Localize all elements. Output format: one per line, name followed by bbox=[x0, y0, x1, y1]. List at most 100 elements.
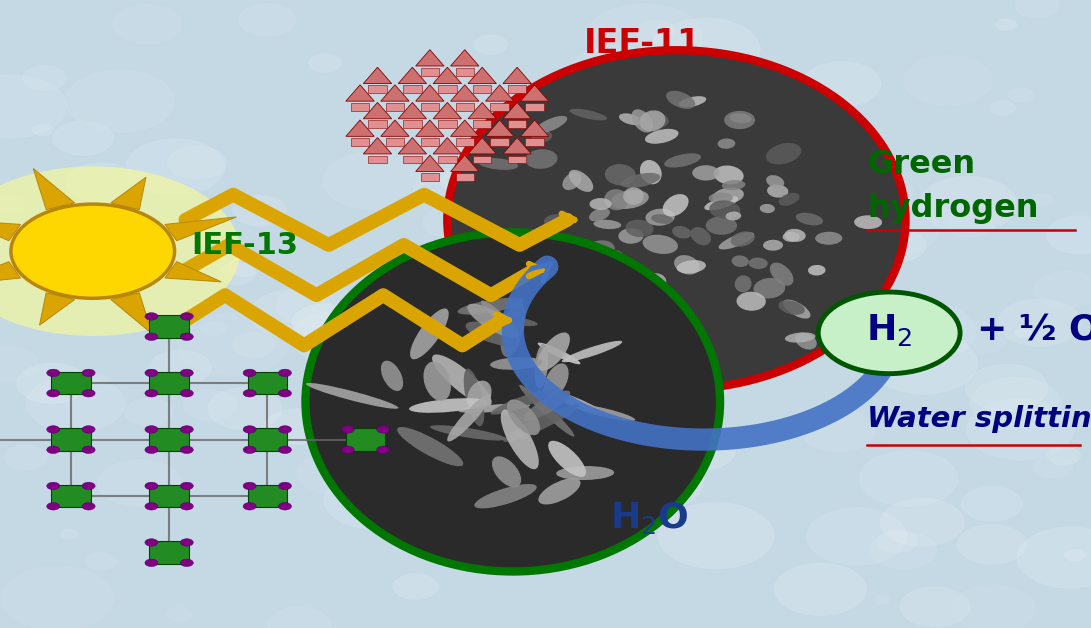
Bar bbox=[508, 121, 526, 128]
Circle shape bbox=[82, 426, 95, 433]
Circle shape bbox=[868, 530, 937, 570]
Circle shape bbox=[970, 376, 1062, 430]
Circle shape bbox=[899, 586, 971, 627]
Ellipse shape bbox=[667, 91, 695, 109]
Bar bbox=[351, 103, 369, 111]
Bar bbox=[51, 372, 91, 394]
Circle shape bbox=[84, 372, 109, 387]
Circle shape bbox=[957, 524, 1028, 565]
Circle shape bbox=[82, 482, 95, 490]
Circle shape bbox=[658, 502, 775, 570]
Circle shape bbox=[837, 281, 901, 318]
Ellipse shape bbox=[638, 112, 669, 129]
Circle shape bbox=[180, 333, 193, 340]
Circle shape bbox=[64, 69, 176, 133]
Circle shape bbox=[165, 607, 193, 622]
Polygon shape bbox=[416, 85, 444, 101]
Bar bbox=[491, 103, 508, 111]
Bar bbox=[439, 85, 456, 93]
Ellipse shape bbox=[466, 322, 517, 346]
Circle shape bbox=[540, 217, 642, 276]
Circle shape bbox=[180, 369, 193, 377]
Circle shape bbox=[32, 124, 53, 136]
Polygon shape bbox=[346, 120, 374, 136]
Circle shape bbox=[0, 74, 68, 139]
Bar bbox=[149, 428, 189, 451]
Ellipse shape bbox=[531, 131, 552, 143]
Circle shape bbox=[801, 409, 877, 453]
Circle shape bbox=[960, 486, 1023, 522]
Circle shape bbox=[243, 482, 256, 490]
Circle shape bbox=[47, 369, 60, 377]
Circle shape bbox=[243, 389, 256, 397]
Circle shape bbox=[774, 562, 867, 616]
Ellipse shape bbox=[808, 265, 826, 276]
Circle shape bbox=[706, 92, 788, 139]
Circle shape bbox=[47, 482, 60, 490]
Ellipse shape bbox=[748, 257, 768, 269]
Polygon shape bbox=[0, 262, 21, 286]
Ellipse shape bbox=[467, 304, 519, 338]
Ellipse shape bbox=[767, 185, 789, 198]
Bar bbox=[439, 156, 456, 163]
Polygon shape bbox=[503, 138, 531, 154]
Polygon shape bbox=[520, 120, 549, 136]
Bar bbox=[473, 85, 491, 93]
Circle shape bbox=[490, 254, 575, 302]
Ellipse shape bbox=[589, 208, 610, 222]
Circle shape bbox=[995, 18, 1018, 31]
Circle shape bbox=[297, 451, 375, 496]
Ellipse shape bbox=[594, 220, 621, 229]
Circle shape bbox=[879, 497, 966, 547]
Bar bbox=[149, 315, 189, 338]
Circle shape bbox=[472, 35, 508, 55]
Circle shape bbox=[874, 301, 978, 361]
Polygon shape bbox=[451, 120, 479, 136]
Circle shape bbox=[588, 447, 705, 514]
Ellipse shape bbox=[714, 166, 744, 185]
Ellipse shape bbox=[537, 332, 570, 371]
Circle shape bbox=[22, 65, 68, 91]
Ellipse shape bbox=[519, 323, 540, 336]
Circle shape bbox=[710, 323, 750, 345]
Circle shape bbox=[562, 362, 615, 392]
Ellipse shape bbox=[604, 189, 628, 210]
Circle shape bbox=[60, 528, 80, 540]
Polygon shape bbox=[165, 217, 237, 241]
Ellipse shape bbox=[518, 252, 549, 270]
Circle shape bbox=[1031, 193, 1054, 206]
Polygon shape bbox=[433, 102, 461, 119]
Circle shape bbox=[351, 370, 458, 432]
Bar bbox=[526, 103, 543, 111]
Ellipse shape bbox=[458, 404, 530, 413]
Bar bbox=[248, 372, 287, 394]
Ellipse shape bbox=[381, 360, 404, 391]
Ellipse shape bbox=[409, 398, 487, 413]
Circle shape bbox=[870, 332, 979, 395]
Circle shape bbox=[341, 426, 355, 433]
Circle shape bbox=[946, 320, 1009, 356]
Ellipse shape bbox=[679, 96, 706, 107]
Circle shape bbox=[1007, 87, 1035, 103]
Ellipse shape bbox=[602, 336, 626, 350]
Circle shape bbox=[453, 249, 473, 261]
Circle shape bbox=[243, 426, 256, 433]
Text: IEF-11: IEF-11 bbox=[584, 28, 700, 60]
Ellipse shape bbox=[423, 362, 451, 401]
Polygon shape bbox=[111, 293, 153, 334]
Ellipse shape bbox=[621, 173, 660, 188]
Text: Water splitting: Water splitting bbox=[867, 405, 1091, 433]
Circle shape bbox=[145, 369, 158, 377]
Ellipse shape bbox=[305, 232, 720, 571]
Ellipse shape bbox=[544, 214, 571, 229]
Circle shape bbox=[537, 402, 631, 456]
Ellipse shape bbox=[467, 381, 492, 410]
Ellipse shape bbox=[568, 170, 594, 192]
Circle shape bbox=[818, 292, 960, 374]
Text: + ½ O$_2$: + ½ O$_2$ bbox=[976, 311, 1091, 348]
Bar bbox=[248, 428, 287, 451]
Circle shape bbox=[145, 559, 158, 566]
Ellipse shape bbox=[548, 441, 586, 477]
Ellipse shape bbox=[584, 241, 614, 261]
Circle shape bbox=[574, 44, 652, 89]
